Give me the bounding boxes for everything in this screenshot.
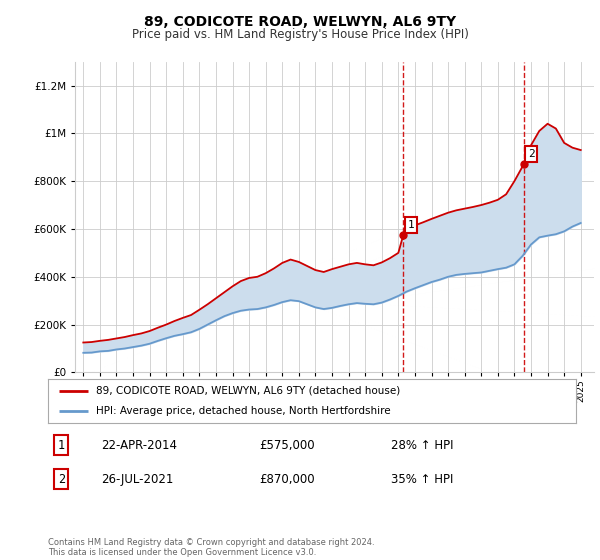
Text: 28% ↑ HPI: 28% ↑ HPI <box>391 438 454 452</box>
Text: £575,000: £575,000 <box>259 438 315 452</box>
Text: 89, CODICOTE ROAD, WELWYN, AL6 9TY: 89, CODICOTE ROAD, WELWYN, AL6 9TY <box>144 15 456 29</box>
Text: HPI: Average price, detached house, North Hertfordshire: HPI: Average price, detached house, Nort… <box>95 406 390 416</box>
Text: Price paid vs. HM Land Registry's House Price Index (HPI): Price paid vs. HM Land Registry's House … <box>131 28 469 41</box>
Text: 1: 1 <box>407 220 414 230</box>
Text: 2: 2 <box>58 473 65 486</box>
Text: 35% ↑ HPI: 35% ↑ HPI <box>391 473 454 486</box>
Text: 1: 1 <box>58 438 65 452</box>
Text: £870,000: £870,000 <box>259 473 315 486</box>
Text: 26-JUL-2021: 26-JUL-2021 <box>101 473 173 486</box>
Text: 2: 2 <box>528 149 535 159</box>
Text: 89, CODICOTE ROAD, WELWYN, AL6 9TY (detached house): 89, CODICOTE ROAD, WELWYN, AL6 9TY (deta… <box>95 386 400 396</box>
Text: Contains HM Land Registry data © Crown copyright and database right 2024.
This d: Contains HM Land Registry data © Crown c… <box>48 538 374 557</box>
Text: 22-APR-2014: 22-APR-2014 <box>101 438 177 452</box>
